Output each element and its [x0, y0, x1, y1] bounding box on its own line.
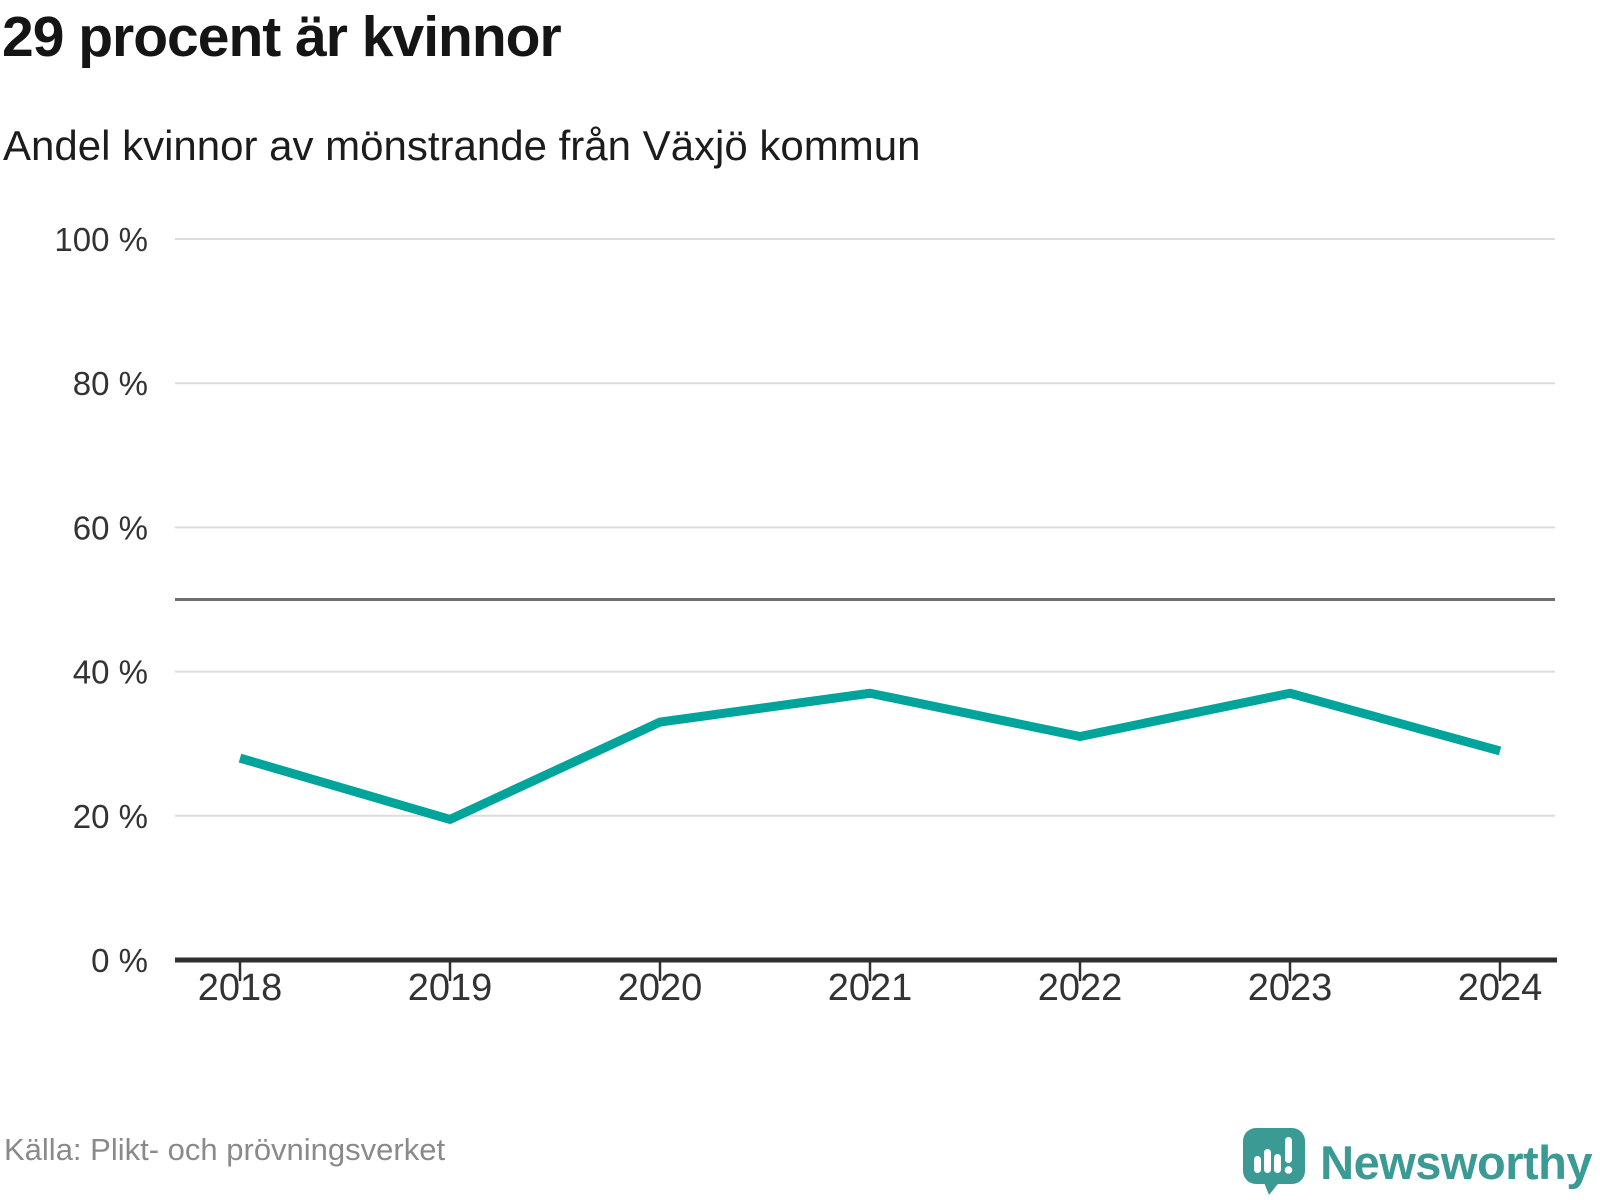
x-axis-label: 2023 — [1248, 967, 1333, 1009]
newsworthy-logo-icon — [1243, 1128, 1306, 1195]
x-axis-label: 2019 — [408, 967, 493, 1009]
x-axis-label: 2024 — [1458, 967, 1543, 1009]
y-axis-label: 80 % — [73, 365, 148, 402]
y-axis-label: 60 % — [73, 509, 148, 546]
y-axis-label: 0 % — [91, 942, 148, 979]
y-axis-label: 40 % — [73, 654, 148, 691]
page-subtitle: Andel kvinnor av mönstrande från Växjö k… — [3, 122, 921, 169]
x-axis-label: 2021 — [828, 967, 913, 1009]
x-axis-label: 2018 — [198, 967, 283, 1009]
y-axis-label: 20 % — [73, 798, 148, 835]
x-axis-label: 2020 — [618, 967, 703, 1009]
source-text: Källa: Plikt- och prövningsverket — [4, 1132, 446, 1167]
brand-name: Newsworthy — [1320, 1135, 1592, 1189]
x-axis-label: 2022 — [1038, 967, 1123, 1009]
y-axis-label: 100 % — [54, 221, 148, 258]
newsworthy-brand: Newsworthy — [1243, 1128, 1592, 1196]
data-line — [238, 688, 1502, 824]
page-title: 29 procent är kvinnor — [2, 5, 562, 69]
